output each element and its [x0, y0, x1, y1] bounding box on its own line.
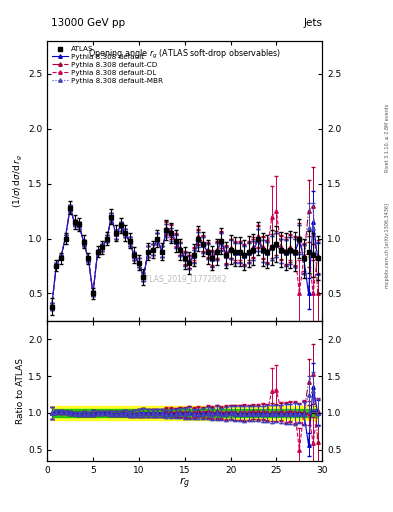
- Legend: ATLAS, Pythia 8.308 default, Pythia 8.308 default-CD, Pythia 8.308 default-DL, P: ATLAS, Pythia 8.308 default, Pythia 8.30…: [51, 45, 164, 85]
- Y-axis label: $(1/\sigma)\,{\rm d}\sigma/{\rm d}\,r_g$: $(1/\sigma)\,{\rm d}\sigma/{\rm d}\,r_g$: [12, 154, 25, 208]
- Text: ATLAS_2019_I1772062: ATLAS_2019_I1772062: [141, 274, 228, 283]
- X-axis label: $r_g$: $r_g$: [179, 476, 190, 492]
- Text: Opening angle $r_g$ (ATLAS soft-drop observables): Opening angle $r_g$ (ATLAS soft-drop obs…: [88, 48, 281, 61]
- Text: Rivet 3.1.10, ≥ 2.8M events: Rivet 3.1.10, ≥ 2.8M events: [385, 104, 389, 173]
- Text: Jets: Jets: [303, 18, 322, 28]
- Text: 13000 GeV pp: 13000 GeV pp: [51, 18, 125, 28]
- Y-axis label: Ratio to ATLAS: Ratio to ATLAS: [16, 358, 25, 424]
- Text: mcplots.cern.ch [arXiv:1306.3436]: mcplots.cern.ch [arXiv:1306.3436]: [385, 203, 389, 288]
